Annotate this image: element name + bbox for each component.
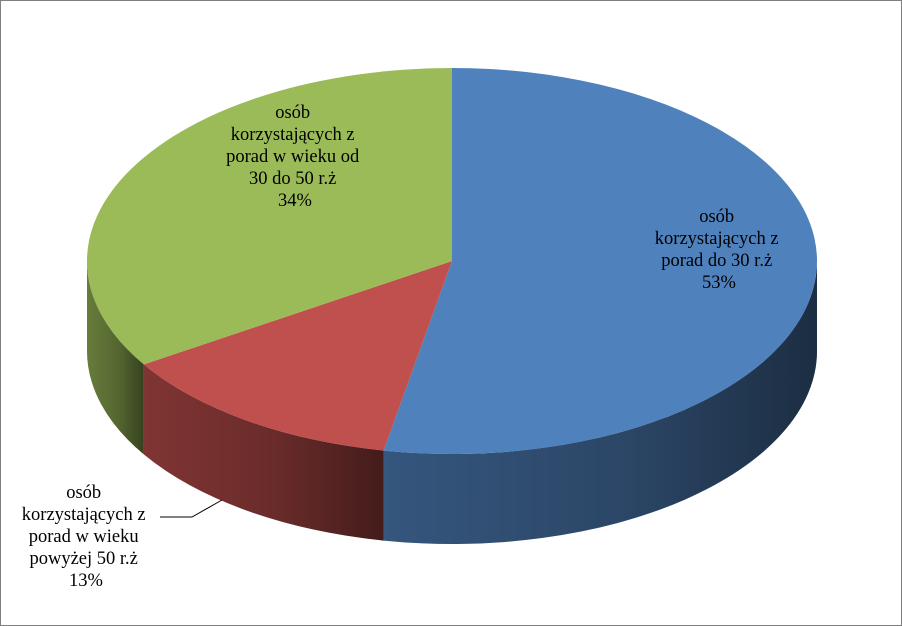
pie-side-34 (87, 261, 144, 455)
pie-side-53 (383, 261, 817, 544)
pie-slice-13 (143, 261, 452, 451)
slice-label-53: osób korzystających z porad do 30 r.ż 53… (655, 207, 783, 293)
leader-line (160, 499, 223, 518)
pie-side-13 (143, 364, 384, 541)
pie-sides (87, 261, 817, 544)
slice-label-13: osób korzystających z porad w wieku powy… (22, 483, 150, 591)
pie-slice-34 (87, 68, 453, 365)
pie-slice-53 (383, 68, 818, 454)
pie-tops (87, 68, 818, 454)
slice-label-34: osób korzystających z porad w wieku od 3… (226, 103, 364, 211)
